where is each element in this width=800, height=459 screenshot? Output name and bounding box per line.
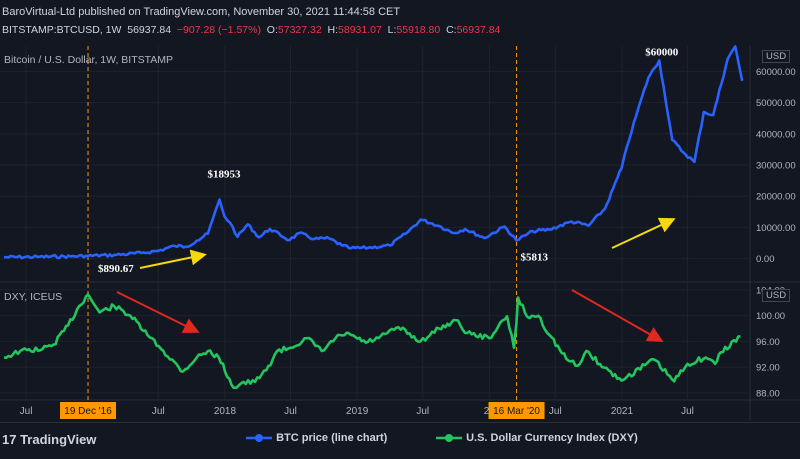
uptrend-arrow-icon <box>611 217 676 249</box>
x-tick-label: Jul <box>152 406 165 417</box>
legend-dxy[interactable]: U.S. Dollar Currency Index (DXY) <box>435 432 638 444</box>
y-tick-label: 100.00 <box>756 311 785 322</box>
price-annotation: $60000 <box>645 46 679 58</box>
open-label: O: <box>266 24 278 36</box>
publisher-line: BaroVirtual-Ltd published on TradingView… <box>2 6 401 18</box>
price-annotation: $890.67 <box>98 263 134 275</box>
x-tick-label: Jul <box>20 406 33 417</box>
close-label: C: <box>446 24 457 36</box>
y-tick-label: 30000.00 <box>756 161 796 172</box>
tradingview-logo: 17 TradingView <box>2 432 96 447</box>
x-tick-label: Jul <box>681 406 694 417</box>
price-annotation: $18953 <box>208 168 242 180</box>
x-tick-label: Jul <box>549 406 562 417</box>
x-tick-label: 2018 <box>214 406 237 417</box>
x-tick-label: 2019 <box>346 406 369 417</box>
y-tick-label: 88.00 <box>756 388 780 399</box>
btc-pane-title: Bitcoin / U.S. Dollar, 1W, BITSTAMP <box>4 54 174 66</box>
y-tick-label: 50000.00 <box>756 98 796 109</box>
btc-price-line <box>4 45 744 260</box>
uptrend-arrow-icon <box>139 249 207 269</box>
dxy-index-line <box>3 293 741 390</box>
price-change: −907.28 (−1.57%) <box>176 24 261 36</box>
y-tick-label: 92.00 <box>756 363 780 374</box>
chart-footer <box>0 422 800 459</box>
high-label: H: <box>327 24 339 36</box>
price-annotation: $5813 <box>521 251 549 263</box>
legend-dxy-label: U.S. Dollar Currency Index (DXY) <box>466 432 638 444</box>
x-tick-label: 2021 <box>611 406 634 417</box>
low-label: L: <box>387 24 397 36</box>
brand-text: TradingView <box>20 432 97 447</box>
close-value: 56937.84 <box>456 24 501 36</box>
tradingview-logo-icon: 17 <box>2 432 21 447</box>
event-date-label: 16 Mar '20 <box>493 406 540 417</box>
low-value: 55918.80 <box>396 24 441 36</box>
y-tick-label: 60000.00 <box>756 67 796 78</box>
downtrend-arrow-icon <box>116 291 200 333</box>
legend-btc-swatch-icon <box>246 434 272 443</box>
event-date-badge <box>60 402 117 419</box>
y-tick-label: 20000.00 <box>756 192 796 203</box>
downtrend-arrow-icon <box>571 289 664 342</box>
dxy-currency-badge[interactable]: USD <box>762 289 791 302</box>
dxy-pane-title: DXY, ICEUS <box>4 291 63 303</box>
legend-dxy-swatch-icon <box>436 434 462 443</box>
event-date-badge <box>488 402 545 419</box>
legend-btc[interactable]: BTC price (line chart) <box>245 432 387 444</box>
x-tick-label: Jul <box>284 406 297 417</box>
btc-currency-badge[interactable]: USD <box>762 50 791 63</box>
event-date-label: 19 Dec '16 <box>64 406 112 417</box>
high-value: 58931.07 <box>338 24 382 36</box>
x-tick-label: Jul <box>416 406 429 417</box>
y-tick-label: 96.00 <box>756 337 780 348</box>
y-tick-label: 0.00 <box>756 254 775 265</box>
open-value: 57327.32 <box>277 24 322 36</box>
symbol-ohlc-line: BITSTAMP:BTCUSD, 1W 56937.84 −907.28 (−1… <box>2 24 500 36</box>
y-tick-label: 40000.00 <box>756 129 796 140</box>
symbol-label[interactable]: BITSTAMP:BTCUSD, 1W <box>2 24 122 36</box>
y-tick-label: 10000.00 <box>756 223 796 234</box>
last-price: 56937.84 <box>127 24 172 36</box>
legend-btc-label: BTC price (line chart) <box>276 432 388 444</box>
